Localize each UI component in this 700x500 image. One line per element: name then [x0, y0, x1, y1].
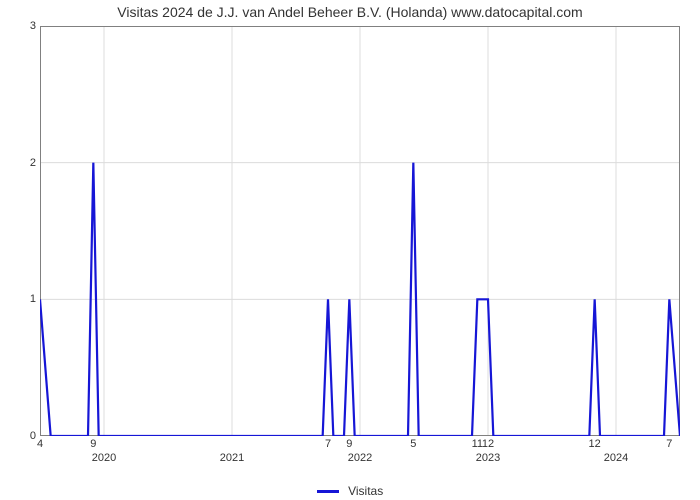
x-value-label: 7	[666, 438, 672, 450]
x-year-label: 2020	[92, 452, 116, 464]
y-tick-label: 2	[16, 157, 36, 169]
line-chart: Visitas 2024 de J.J. van Andel Beheer B.…	[0, 0, 700, 500]
chart-title: Visitas 2024 de J.J. van Andel Beheer B.…	[0, 4, 700, 20]
legend: Visitas	[0, 484, 700, 498]
legend-label: Visitas	[348, 484, 383, 498]
legend-swatch	[317, 490, 339, 493]
y-tick-label: 3	[16, 20, 36, 32]
x-value-label: 7	[325, 438, 331, 450]
x-value-label: 9	[90, 438, 96, 450]
x-year-label: 2023	[476, 452, 500, 464]
x-value-label: 12	[589, 438, 601, 450]
x-value-label: 12	[482, 438, 494, 450]
x-year-label: 2022	[348, 452, 372, 464]
y-tick-label: 0	[16, 430, 36, 442]
x-value-label: 5	[410, 438, 416, 450]
x-year-label: 2024	[604, 452, 628, 464]
plot-svg	[40, 26, 680, 436]
x-value-label: 9	[346, 438, 352, 450]
x-value-label: 4	[37, 438, 43, 450]
x-year-label: 2021	[220, 452, 244, 464]
y-tick-label: 1	[16, 293, 36, 305]
plot-area	[40, 26, 680, 436]
